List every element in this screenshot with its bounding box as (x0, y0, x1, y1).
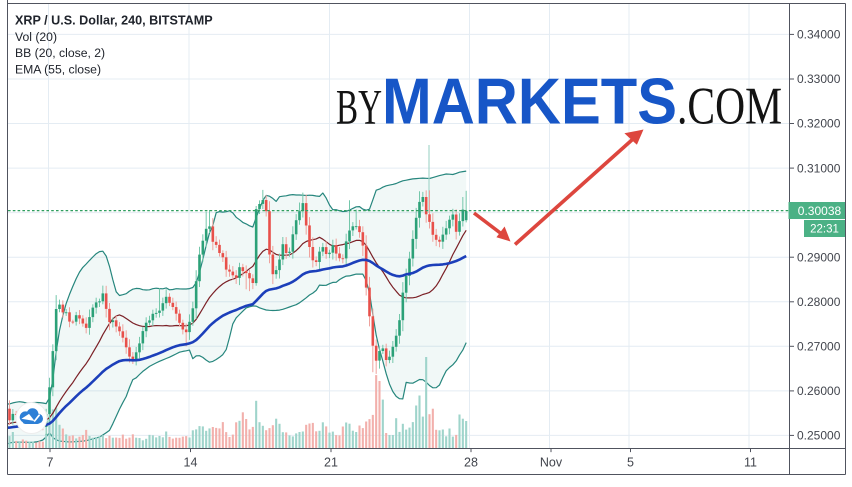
svg-text:.COM: .COM (677, 78, 782, 136)
svg-text:0.31000: 0.31000 (797, 161, 841, 175)
svg-text:BY: BY (336, 79, 382, 135)
svg-text:7: 7 (47, 456, 54, 470)
svg-text:0.33000: 0.33000 (797, 72, 841, 86)
svg-text:0.32000: 0.32000 (797, 117, 841, 131)
svg-text:Nov: Nov (540, 456, 563, 470)
svg-text:5: 5 (627, 456, 634, 470)
svg-text:0.28000: 0.28000 (797, 295, 841, 309)
svg-text:0.25000: 0.25000 (797, 429, 841, 443)
svg-text:28: 28 (464, 456, 478, 470)
svg-text:MARKETS: MARKETS (382, 66, 677, 138)
svg-text:BB (20, close, 2): BB (20, close, 2) (15, 46, 105, 60)
svg-text:14: 14 (184, 456, 198, 470)
svg-text:0.30038: 0.30038 (798, 204, 842, 218)
svg-text:EMA (55, close): EMA (55, close) (15, 62, 101, 76)
svg-text:0.34000: 0.34000 (797, 28, 841, 42)
svg-text:XRP / U.S. Dollar, 240, BITSTA: XRP / U.S. Dollar, 240, BITSTAMP (15, 14, 213, 28)
svg-text:Vol (20): Vol (20) (15, 30, 57, 44)
svg-text:0.27000: 0.27000 (797, 340, 841, 354)
svg-text:21: 21 (324, 456, 338, 470)
svg-text:22:31: 22:31 (810, 224, 839, 236)
svg-text:11: 11 (744, 456, 757, 470)
svg-text:0.26000: 0.26000 (797, 384, 841, 398)
svg-text:0.29000: 0.29000 (797, 250, 841, 264)
